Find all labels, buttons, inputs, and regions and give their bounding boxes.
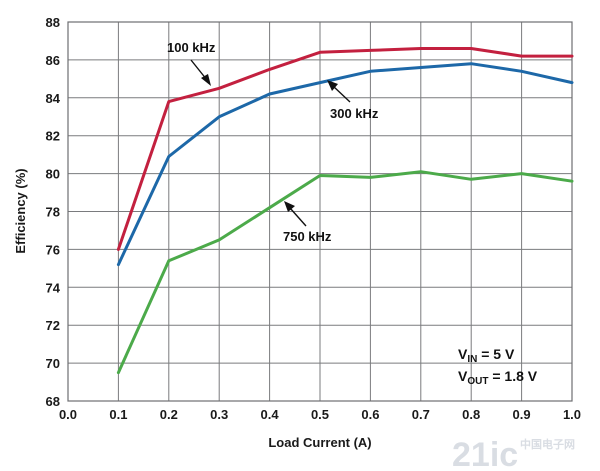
x-tick-label: 0.8 [462,407,480,422]
x-tick-label: 1.0 [563,407,581,422]
x-tick-label: 0.2 [160,407,178,422]
label-750khz: 750 kHz [283,229,332,244]
y-tick-labels: 68 70 72 74 76 78 80 82 84 86 88 [46,15,61,409]
label-300khz: 300 kHz [330,106,379,121]
y-tick-label: 70 [46,356,60,371]
x-tick-label: 0.0 [59,407,77,422]
series-line-300khz [116,62,574,267]
y-tick-label: 86 [46,53,60,68]
y-tick-label: 78 [46,205,60,220]
y-tick-label: 84 [46,91,61,106]
x-tick-label: 0.5 [311,407,329,422]
x-tick-label: 0.1 [109,407,127,422]
x-tick-label: 0.3 [210,407,228,422]
grid [68,22,572,401]
x-tick-label: 0.9 [513,407,531,422]
y-tick-label: 72 [46,318,60,333]
x-tick-label: 0.6 [361,407,379,422]
series-line-100khz [116,47,574,251]
x-tick-labels: 0.0 0.1 0.2 0.3 0.4 0.5 0.6 0.7 0.8 0.9 1.0 [59,407,581,422]
vout-condition: VOUT = 1.8 V [458,368,538,387]
svg-text:21ic: 21ic [452,436,518,471]
series-lines [116,47,574,375]
x-axis-label: Load Current (A) [268,435,371,450]
watermark-logo: 21ic 中国电子网 [452,436,575,471]
label-100khz: 100 kHz [167,40,216,55]
y-tick-label: 74 [46,280,61,295]
y-tick-label: 68 [46,394,60,409]
arrow-750khz [284,201,307,227]
arrow-100khz [190,59,211,86]
plot-frame [67,21,573,402]
y-tick-label: 88 [46,15,60,30]
vin-condition: VIN = 5 V [458,346,515,365]
y-axis-label: Efficiency (%) [13,168,28,253]
y-tick-label: 80 [46,167,60,182]
svg-text:中国电子网: 中国电子网 [520,437,575,451]
arrow-300khz [327,80,351,103]
x-tick-label: 0.7 [412,407,430,422]
y-tick-label: 76 [46,242,60,257]
y-tick-label: 82 [46,129,60,144]
series-line-750khz [116,170,574,375]
x-tick-label: 0.4 [261,407,280,422]
